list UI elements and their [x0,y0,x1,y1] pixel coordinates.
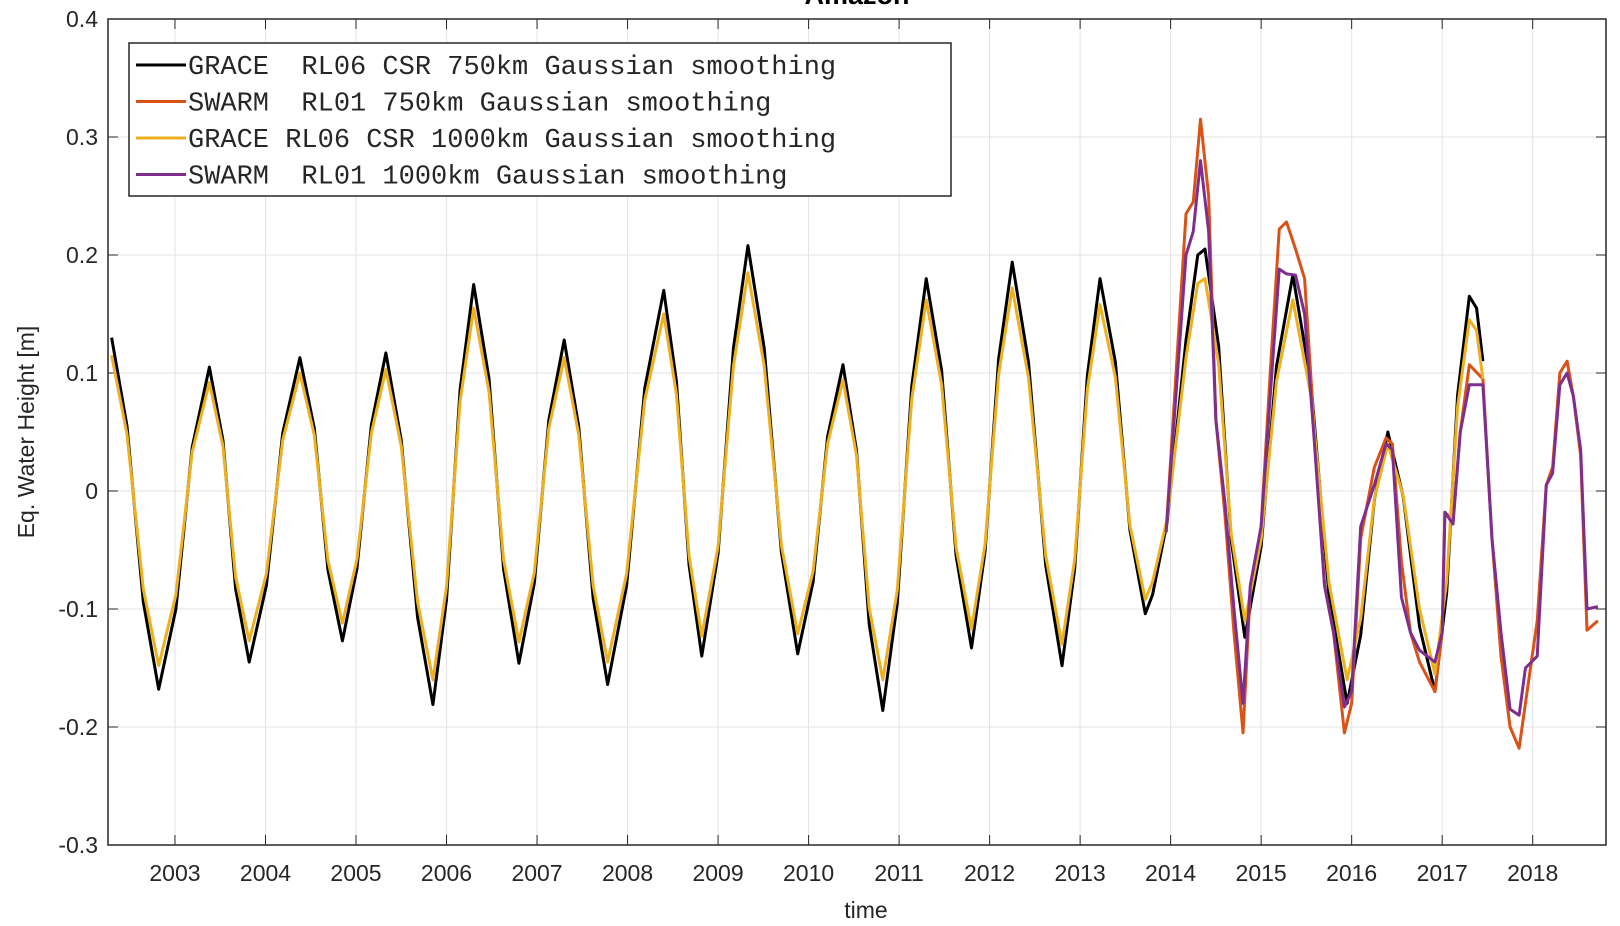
legend-label: SWARM RL01 1000km Gaussian smoothing [188,163,788,193]
y-axis-label: Eq. Water Height [m] [13,326,39,539]
x-tick-label: 2007 [511,860,562,886]
x-tick-label: 2011 [874,860,923,886]
x-tick-label: 2012 [964,860,1015,886]
y-tick-label: 0.2 [66,242,98,268]
x-tick-label: 2018 [1507,860,1558,886]
x-tick-label: 2017 [1417,860,1468,886]
series-line [1164,159,1599,717]
x-tick-label: 2015 [1236,860,1287,886]
y-tick-label: 0.4 [66,6,98,32]
y-tick-label: -0.2 [58,714,98,740]
plot-frame [107,18,1607,846]
series-line [110,271,1485,682]
series-line [1164,117,1599,750]
x-tick-label: 2014 [1145,860,1196,886]
x-tick-label: 2010 [783,860,834,886]
chart-title: Amazon [804,0,909,10]
x-tick-label: 2004 [240,860,291,886]
legend-label: SWARM RL01 750km Gaussian smoothing [188,90,771,120]
x-tick-label: 2003 [149,860,200,886]
y-tick-label: 0.1 [66,360,98,386]
x-tick-label: 2006 [421,860,472,886]
y-tick-label: 0.3 [66,124,98,150]
y-tick-label: -0.3 [58,832,98,858]
legend-label: GRACE RL06 CSR 1000km Gaussian smoothing [188,126,836,156]
legend-box [128,42,952,197]
x-tick-label: 2009 [692,860,743,886]
x-tick-label: 2005 [330,860,381,886]
y-tick-label: -0.1 [58,596,98,622]
x-tick-label: 2008 [602,860,653,886]
x-axis-label: time [844,897,887,923]
x-tick-label: 2013 [1055,860,1106,886]
legend-label: GRACE RL06 CSR 750km Gaussian smoothing [188,53,836,83]
x-tick-label: 2016 [1326,860,1377,886]
y-tick-label: 0 [85,478,98,504]
